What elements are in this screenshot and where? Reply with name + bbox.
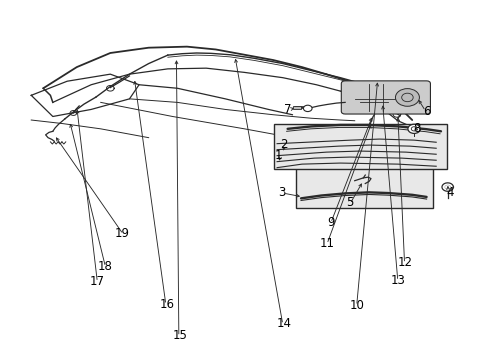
Circle shape [407,124,420,134]
Text: 14: 14 [276,318,291,330]
Text: 11: 11 [319,237,334,250]
Text: 12: 12 [397,256,412,269]
Text: 19: 19 [115,227,129,240]
Text: 9: 9 [326,216,334,229]
Text: 13: 13 [389,274,405,287]
Text: 5: 5 [346,197,353,210]
Text: 15: 15 [172,329,187,342]
Text: 10: 10 [349,299,364,312]
Text: 3: 3 [278,186,285,199]
Text: 4: 4 [446,186,453,199]
Circle shape [303,105,311,112]
Text: 16: 16 [159,298,174,311]
Circle shape [395,89,419,106]
Bar [293,106,301,109]
FancyBboxPatch shape [341,81,429,114]
Text: 7: 7 [284,103,291,116]
Text: 18: 18 [98,260,113,273]
Text: 1: 1 [274,149,281,162]
Bar [274,123,446,170]
Text: 6: 6 [422,105,429,118]
Bar [296,168,432,208]
Text: 17: 17 [90,275,104,288]
Text: 8: 8 [412,122,420,135]
Text: 2: 2 [280,138,287,151]
